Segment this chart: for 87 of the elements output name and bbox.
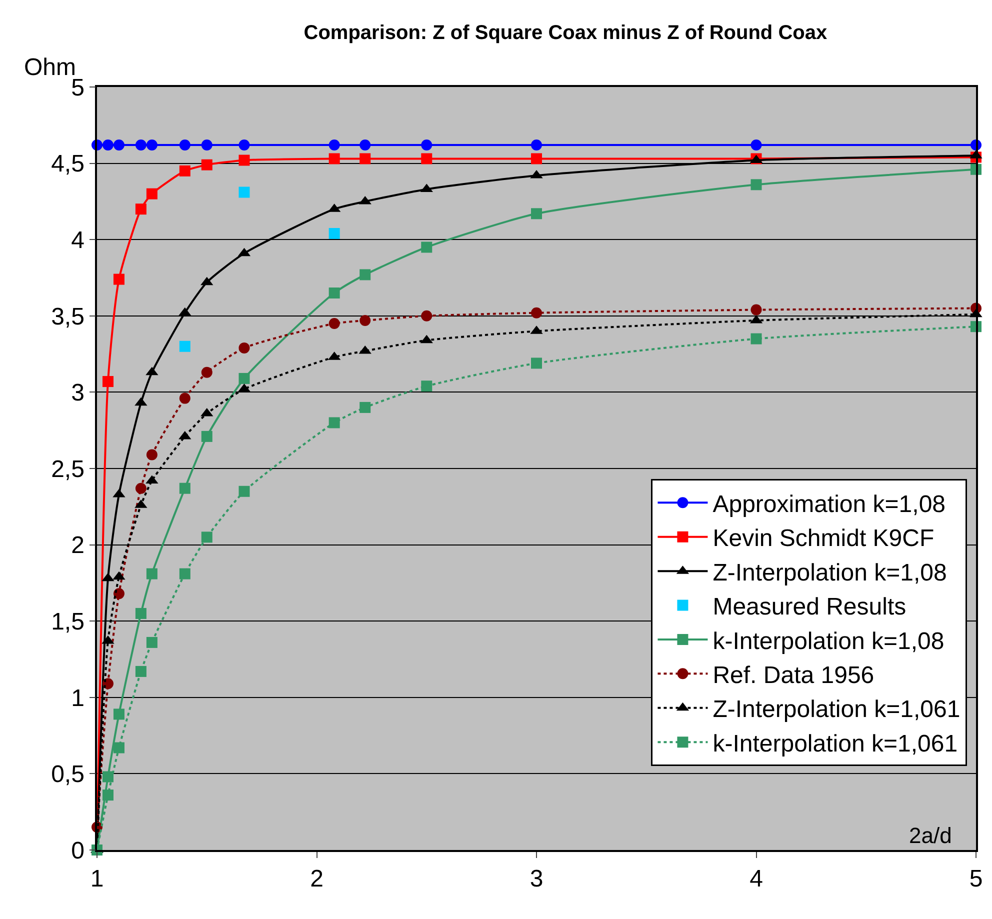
point [102, 376, 114, 388]
point [360, 402, 371, 413]
point [328, 318, 340, 330]
point [135, 204, 146, 215]
point [421, 310, 432, 322]
point [146, 139, 158, 150]
point [102, 790, 114, 801]
point [113, 588, 124, 600]
point [113, 139, 124, 150]
point [328, 153, 340, 164]
point [238, 186, 250, 198]
point [531, 139, 542, 150]
point [179, 139, 190, 150]
point [531, 358, 542, 369]
point [179, 482, 190, 494]
legend-label: Approximation k=1,08 [712, 491, 946, 518]
y-tick-label: 4 [71, 227, 84, 254]
x-tick-label: 5 [969, 866, 983, 893]
point [135, 482, 146, 494]
point [179, 165, 190, 176]
point [750, 179, 762, 190]
point [750, 304, 762, 316]
point [179, 340, 190, 352]
point [421, 139, 432, 150]
point [360, 139, 371, 150]
point [531, 208, 542, 220]
point [328, 139, 340, 150]
point [113, 274, 124, 285]
y-tick-label: 1,5 [51, 608, 84, 636]
point [360, 314, 371, 326]
y-tick-label: 4,5 [51, 150, 84, 178]
legend-label: Z-Interpolation k=1,08 [712, 559, 947, 586]
point [421, 242, 432, 253]
y-tick-label: 0,5 [51, 761, 84, 788]
legend-label: Z-Interpolation k=1,061 [712, 696, 960, 724]
legend-label: Measured Results [712, 594, 906, 621]
point [328, 417, 340, 428]
point [201, 430, 212, 442]
x-tick-label: 2 [310, 866, 324, 893]
point [179, 568, 190, 580]
point [135, 608, 146, 619]
point [238, 154, 250, 166]
point [360, 153, 371, 164]
point [750, 139, 762, 150]
point [238, 139, 250, 150]
point [201, 532, 212, 543]
x-tick-label: 4 [750, 866, 763, 893]
legend-label: k-Interpolation k=1,061 [712, 730, 958, 758]
y-tick-label: 2,5 [51, 456, 84, 483]
point [360, 269, 371, 280]
point [113, 742, 124, 754]
point [146, 188, 158, 200]
x-axis-title: 2a/d [909, 823, 952, 848]
point [135, 139, 146, 150]
chart-title: Comparison: Z of Square Coax minus Z of Round Coax [304, 22, 828, 44]
point [238, 486, 250, 497]
legend-label: k-Interpolation k=1,08 [712, 628, 944, 655]
point [238, 342, 250, 354]
point [531, 153, 542, 164]
point [238, 372, 250, 384]
x-tick-label: 1 [90, 866, 104, 893]
point [146, 636, 158, 648]
point [135, 666, 146, 677]
point [750, 333, 762, 344]
point [421, 153, 432, 164]
y-tick-label: 3 [71, 380, 84, 407]
point [179, 392, 190, 404]
point [201, 159, 212, 170]
x-tick-label: 3 [530, 866, 544, 893]
y-tick-label: 1 [71, 684, 84, 712]
point [146, 449, 158, 460]
point [102, 139, 114, 150]
point [201, 139, 212, 150]
point [328, 228, 340, 239]
point [531, 307, 542, 318]
y-tick-label: 3,5 [51, 303, 84, 330]
point [146, 568, 158, 580]
point [102, 771, 114, 782]
legend-label: Kevin Schmidt K9CF [712, 525, 934, 552]
y-tick-label: 5 [71, 74, 84, 102]
y-tick-label: 2 [71, 532, 84, 560]
point [113, 708, 124, 720]
y-tick-label: 0 [71, 837, 84, 864]
point [328, 288, 340, 299]
legend-label: Ref. Data 1956 [712, 662, 874, 690]
point [421, 380, 432, 392]
point [201, 366, 212, 378]
